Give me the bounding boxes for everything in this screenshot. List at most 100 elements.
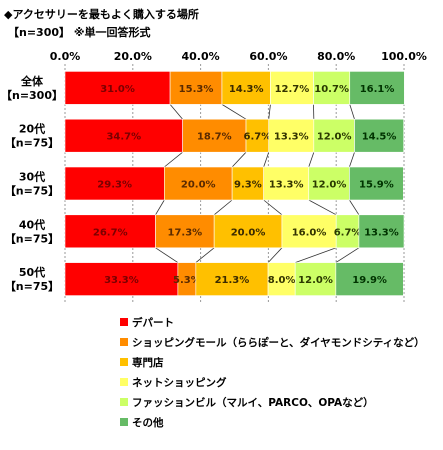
- data-label: 13.3%: [269, 180, 304, 191]
- legend-swatch: [120, 318, 128, 326]
- data-label: 14.3%: [229, 84, 264, 95]
- legend-label: ネットショッピング: [132, 376, 227, 389]
- series-connector-line: [221, 104, 247, 120]
- bar-segment: [270, 71, 314, 105]
- bar-segment: [354, 118, 404, 153]
- data-label: 17.3%: [167, 227, 202, 238]
- legend-swatch: [120, 358, 128, 366]
- bar-segment: [231, 166, 264, 201]
- data-label: 29.3%: [97, 180, 132, 191]
- legend-item: デパート: [120, 312, 425, 332]
- series-connector-line: [195, 247, 215, 263]
- series-connector-line: [308, 199, 337, 216]
- bar-segment: [164, 166, 233, 201]
- data-label: 14.5%: [362, 132, 397, 143]
- chart-subtitle: 【n=300】 ※単一回答形式: [8, 26, 151, 39]
- category-sample-size: 【n=300】: [1, 89, 63, 102]
- bar-segment: [64, 166, 165, 201]
- bar-segment: [313, 118, 355, 153]
- legend-label: ショッピングモール（ららぽーと、ダイヤモンドシティなど）: [132, 336, 425, 349]
- category-label: 全体: [20, 74, 44, 88]
- category-sample-size: 【n=75】: [5, 137, 59, 150]
- data-label: 19.9%: [352, 275, 387, 286]
- series-connector-line: [164, 151, 183, 168]
- bar-segment: [349, 71, 405, 105]
- bar-segment: [308, 166, 350, 201]
- data-label: 13.3%: [364, 227, 399, 238]
- series-connector-line: [308, 152, 315, 168]
- legend-label: デパート: [132, 316, 174, 329]
- data-label: 31.0%: [100, 84, 135, 95]
- series-connector-line: [169, 104, 183, 120]
- series-connector-line: [155, 199, 165, 216]
- category-label: 50代: [19, 265, 45, 279]
- series-connector-line: [335, 247, 360, 263]
- series-connector-line: [349, 104, 355, 120]
- series-connector-line: [231, 151, 247, 168]
- data-label: 20.0%: [181, 180, 216, 191]
- category-label: 30代: [19, 170, 45, 184]
- data-label: 34.7%: [106, 132, 141, 143]
- legend-item: ファッションビル（マルイ、PARCO、OPAなど）: [120, 392, 425, 412]
- x-tick-label: 60.0%: [249, 50, 287, 63]
- series-connector-line: [263, 152, 270, 168]
- bar-segment: [155, 214, 215, 249]
- legend-label: 専門店: [132, 356, 164, 369]
- bar-segment: [64, 262, 179, 296]
- legend-swatch: [120, 418, 128, 426]
- legend-item: 専門店: [120, 352, 425, 372]
- bar-segment: [313, 71, 351, 105]
- legend-label: ファッションビル（マルイ、PARCO、OPAなど）: [132, 396, 374, 409]
- x-tick-label: 20.0%: [114, 50, 152, 63]
- data-label: 26.7%: [93, 227, 128, 238]
- bar-segment: [182, 118, 247, 153]
- data-label: 5.3%: [173, 275, 201, 286]
- legend-item: その他: [120, 412, 425, 432]
- bar-segment: [169, 71, 223, 105]
- bar-segment: [294, 262, 337, 296]
- legend-swatch: [120, 338, 128, 346]
- data-label: 33.3%: [104, 275, 139, 286]
- data-label: 15.3%: [179, 84, 214, 95]
- bar-segment: [213, 214, 283, 249]
- bar-segment: [335, 262, 404, 296]
- series-connector-line: [267, 247, 283, 263]
- series-connector-line: [295, 247, 337, 263]
- category-label: 20代: [19, 122, 45, 136]
- bar-segment: [268, 118, 315, 153]
- data-label: 20.0%: [231, 227, 266, 238]
- data-label: 12.0%: [298, 275, 333, 286]
- x-tick-label: 100.0%: [381, 50, 427, 63]
- chart-title: ◆アクセサリーを最もよく購入する場所: [4, 8, 199, 21]
- x-tick-label: 0.0%: [50, 50, 81, 63]
- data-label: 16.0%: [292, 227, 327, 238]
- bar-segment: [195, 262, 269, 296]
- data-label: 16.1%: [360, 84, 395, 95]
- data-label: 6.7%: [334, 227, 362, 238]
- stacked-bar-chart: 0.0% 20.0% 40.0% 60.0% 80.0% 100.0% 全体【n=300】 3…: [1, 50, 427, 303]
- data-label: 13.3%: [274, 132, 309, 143]
- chart-legend: デパートショッピングモール（ららぽーと、ダイヤモンドシティなど） 専門店ネットショ…: [120, 312, 425, 432]
- bar-segment: [281, 214, 337, 249]
- category-label: 40代: [19, 217, 45, 231]
- data-label: 12.7%: [275, 84, 310, 95]
- data-label: 10.7%: [314, 84, 349, 95]
- data-label: 6.7%: [244, 132, 272, 143]
- legend-swatch: [120, 398, 128, 406]
- data-label: 21.3%: [215, 275, 250, 286]
- bar-segment: [263, 166, 310, 201]
- data-label: 18.7%: [197, 132, 232, 143]
- category-sample-size: 【n=75】: [5, 185, 59, 198]
- series-connector-line: [349, 152, 355, 168]
- bar-segment: [64, 71, 171, 105]
- bar-segment: [358, 214, 405, 249]
- bar-segment: [349, 166, 404, 201]
- category-sample-size: 【n=75】: [5, 280, 59, 293]
- bar-segment: [267, 262, 296, 296]
- legend-label: その他: [132, 416, 164, 429]
- series-connector-line: [349, 199, 360, 216]
- data-label: 8.0%: [268, 275, 296, 286]
- category-sample-size: 【n=75】: [5, 232, 59, 245]
- data-label: 12.0%: [317, 132, 352, 143]
- x-tick-label: 80.0%: [317, 50, 355, 63]
